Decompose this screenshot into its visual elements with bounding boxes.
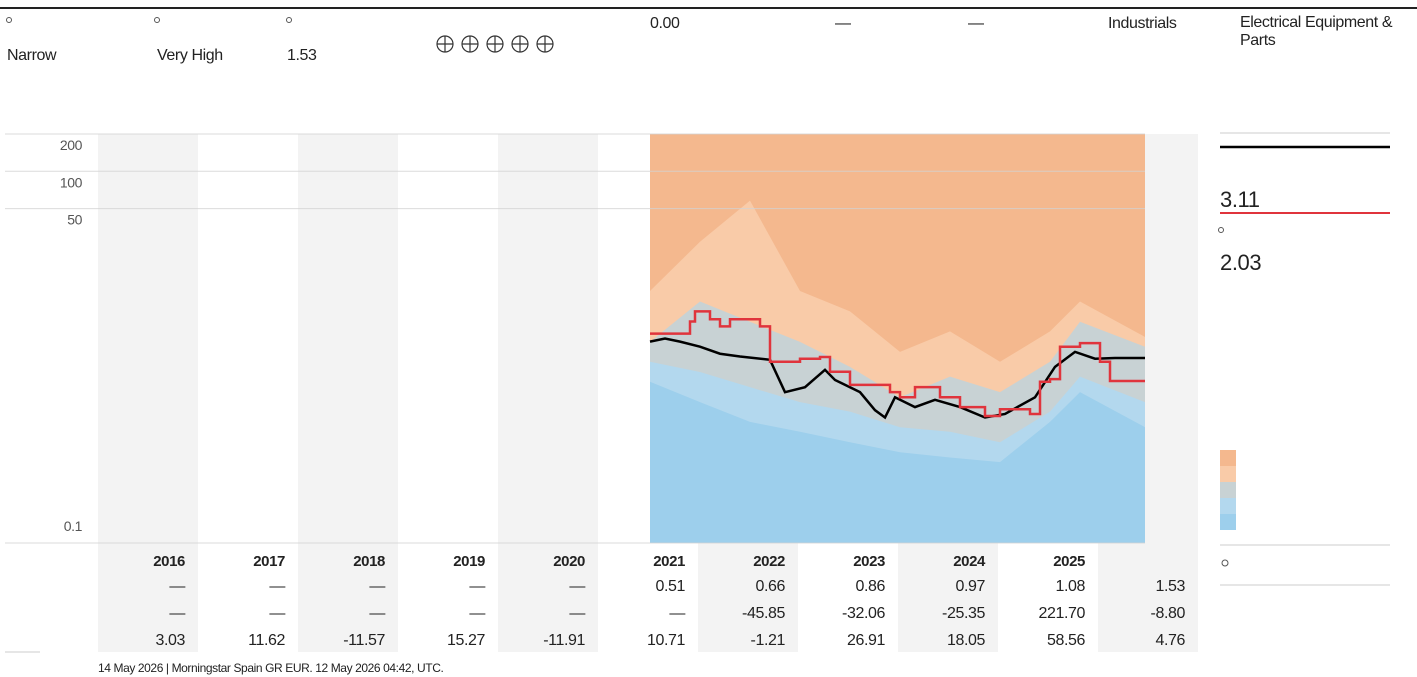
legend-swatch [1220, 466, 1236, 482]
moat: Narrow [7, 47, 57, 64]
table-cell: 0.97 [955, 578, 985, 595]
dash: — [835, 15, 851, 32]
sector: Industrials [1108, 15, 1177, 32]
table-header: 2021 [653, 553, 685, 570]
table-cell: -45.85 [742, 605, 785, 622]
band [650, 381, 1145, 543]
table-header: 2016 [153, 553, 185, 570]
table-cell: -11.57 [343, 632, 385, 649]
table-cell: — [169, 605, 185, 622]
table-cell: -11.91 [543, 632, 585, 649]
table-header: 2023 [853, 553, 885, 570]
legend-swatch [1220, 450, 1236, 466]
legend-swatch [1220, 498, 1236, 514]
table-cell: — [269, 605, 285, 622]
table-cell: 221.70 [1038, 605, 1085, 622]
line-series [649, 337, 1145, 420]
table-header: 2017 [253, 553, 285, 570]
table-cell: 26.91 [847, 632, 886, 649]
uncertainty: Very High [157, 47, 223, 64]
table-cell: — [669, 605, 685, 622]
legend-swatch [1220, 514, 1236, 530]
latest-value: 3.11 [1220, 187, 1260, 212]
table-cell: — [469, 605, 485, 622]
table-cell: 10.71 [647, 632, 686, 649]
icons [6, 17, 1229, 567]
table-cell: 15.27 [447, 632, 486, 649]
footer: 14 May 2026 | Morningstar Spain GR EUR. … [98, 661, 443, 675]
latest-value: 2.03 [1220, 250, 1261, 275]
table-cell: 3.03 [155, 632, 185, 649]
table-cell: — [469, 578, 485, 595]
yield: 0.00 [650, 15, 680, 32]
table-cell: 18.05 [947, 632, 986, 649]
legend-swatch [1220, 482, 1236, 498]
column-shade [98, 134, 198, 652]
table-cell: 4.76 [1155, 632, 1185, 649]
table-cell: -32.06 [842, 605, 885, 622]
table-cell: 0.66 [755, 578, 785, 595]
table-header: 2020 [553, 553, 585, 570]
y-tick-label: 200 [60, 137, 83, 153]
table-cell: — [369, 605, 385, 622]
table-header: 2018 [353, 553, 385, 570]
y-tick-label: 50 [67, 212, 82, 228]
table-cell: — [169, 578, 185, 595]
y-tick-label: 0.1 [64, 518, 83, 534]
table-header: 2025 [1053, 553, 1085, 570]
table-cell: — [269, 578, 285, 595]
table-cell: — [569, 605, 585, 622]
table-cell: 1.53 [1155, 578, 1185, 595]
line-series [650, 310, 1145, 418]
table-cell: -25.35 [942, 605, 985, 622]
table-cell: 0.51 [655, 578, 685, 595]
table-header: 2019 [453, 553, 485, 570]
column-shade [298, 134, 398, 652]
ratio: 1.53 [287, 47, 317, 64]
y-tick-label: 100 [60, 174, 83, 190]
table-cell: — [569, 578, 585, 595]
dash: — [968, 15, 984, 32]
table-cell: -8.80 [1151, 605, 1186, 622]
table-cell: 0.86 [855, 578, 885, 595]
table-cell: — [369, 578, 385, 595]
table-cell: -1.21 [751, 632, 786, 649]
table-cell: 11.62 [248, 632, 285, 649]
industry: Electrical Equipment & Parts [1240, 14, 1393, 49]
table-header: 2024 [953, 553, 986, 570]
table-cell: 1.08 [1055, 578, 1085, 595]
table-cell: 58.56 [1047, 632, 1086, 649]
column-shade [498, 134, 598, 652]
table-header: 2022 [753, 553, 785, 570]
globe-rating [436, 35, 554, 53]
